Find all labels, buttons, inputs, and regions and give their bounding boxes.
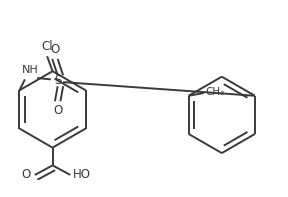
Text: NH: NH xyxy=(22,65,39,75)
Text: S: S xyxy=(54,74,61,87)
Text: O: O xyxy=(53,104,62,117)
Text: Cl: Cl xyxy=(41,40,53,53)
Text: O: O xyxy=(22,168,31,181)
Text: CH₃: CH₃ xyxy=(205,87,224,97)
Text: HO: HO xyxy=(73,168,91,181)
Text: O: O xyxy=(50,43,60,56)
